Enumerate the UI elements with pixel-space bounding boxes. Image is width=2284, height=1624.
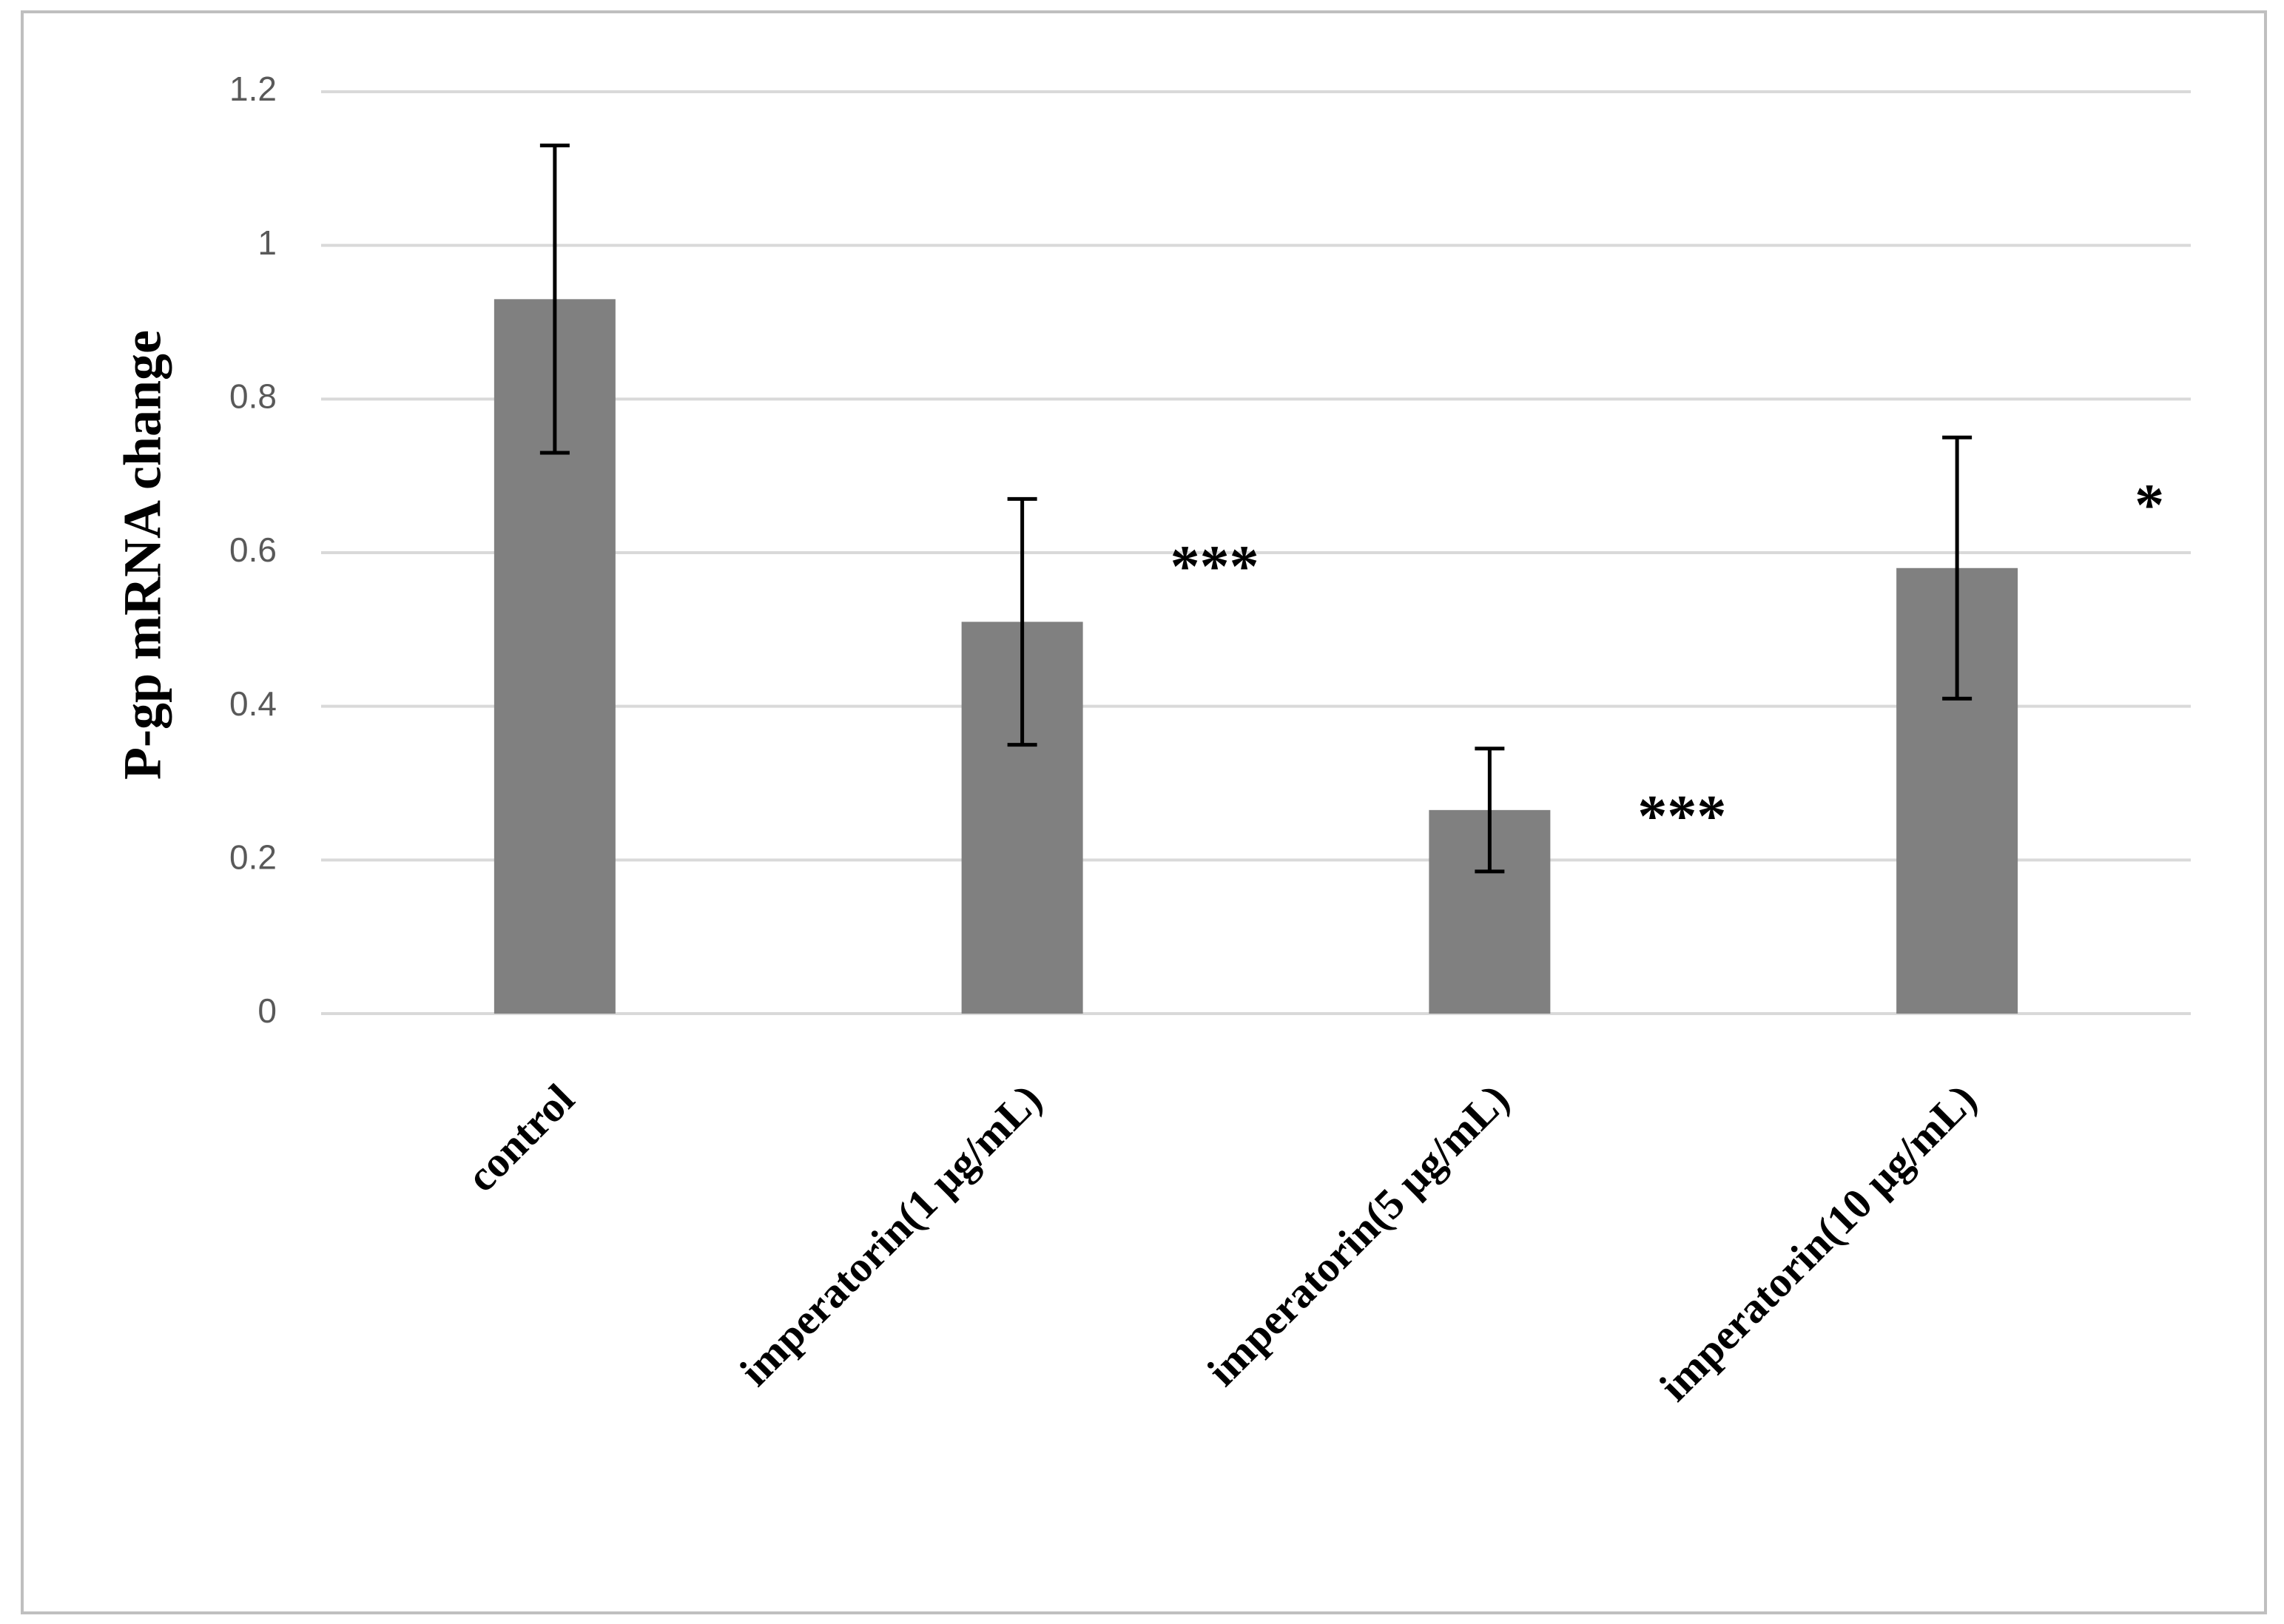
significance-label: *** [1637, 784, 1726, 849]
y-tick-label: 1.2 [229, 70, 277, 108]
y-tick-label: 0.2 [229, 838, 277, 876]
y-tick-label: 0.6 [229, 530, 277, 569]
chart-frame [21, 10, 2267, 1614]
significance-label: * [2135, 474, 2164, 539]
error-bar [1942, 435, 1973, 701]
error-bar [1475, 747, 1505, 874]
error-bar [539, 144, 570, 455]
y-tick-label: 1 [257, 223, 277, 262]
significance-label: *** [1170, 535, 1259, 600]
y-tick-label: 0.8 [229, 377, 277, 415]
y-axis-label: P-gp mRNA change [113, 330, 172, 780]
y-tick-label: 0.4 [229, 684, 277, 723]
y-tick-label: 0 [257, 991, 277, 1030]
error-bar [1007, 496, 1037, 747]
